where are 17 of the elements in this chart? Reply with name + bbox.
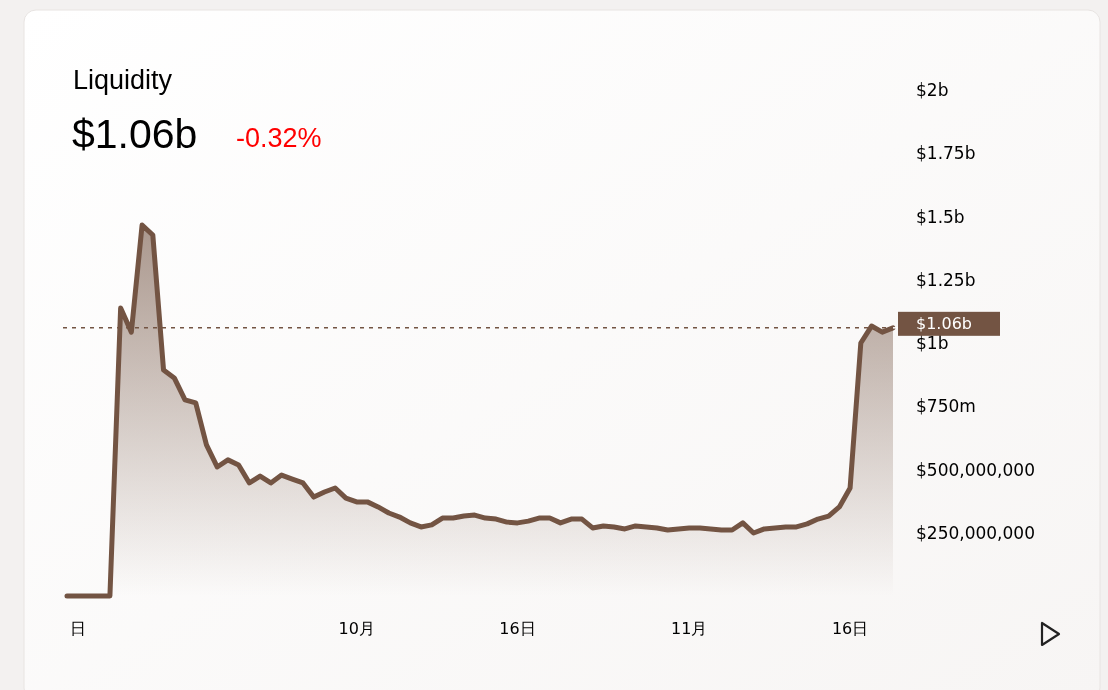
y-tick-label: $750m [916, 396, 976, 417]
y-tick-label: $2b [916, 80, 949, 100]
x-tick-label: 11月 [671, 618, 708, 638]
text: $1.06b [72, 111, 198, 157]
x-tick-label: 10月 [338, 618, 375, 638]
chart-title: Liquidity [73, 65, 173, 95]
y-tick-label: $1.5b [916, 206, 965, 227]
y-tick-label: $500,000,000 [916, 459, 1035, 480]
y-tick-label: $1.75b [916, 143, 976, 164]
y-tick-label: $1b [916, 333, 949, 353]
x-tick-label: 日 [69, 618, 86, 638]
x-tick-label: 16日 [831, 618, 869, 638]
annotation: -0.32% [236, 123, 322, 153]
ref-line-label: $1.06b [916, 314, 972, 334]
y-tick-label: $250,000,000 [916, 522, 1035, 543]
y-tick-label: $1.25b [916, 269, 976, 290]
x-tick-label: 16日 [499, 618, 536, 638]
